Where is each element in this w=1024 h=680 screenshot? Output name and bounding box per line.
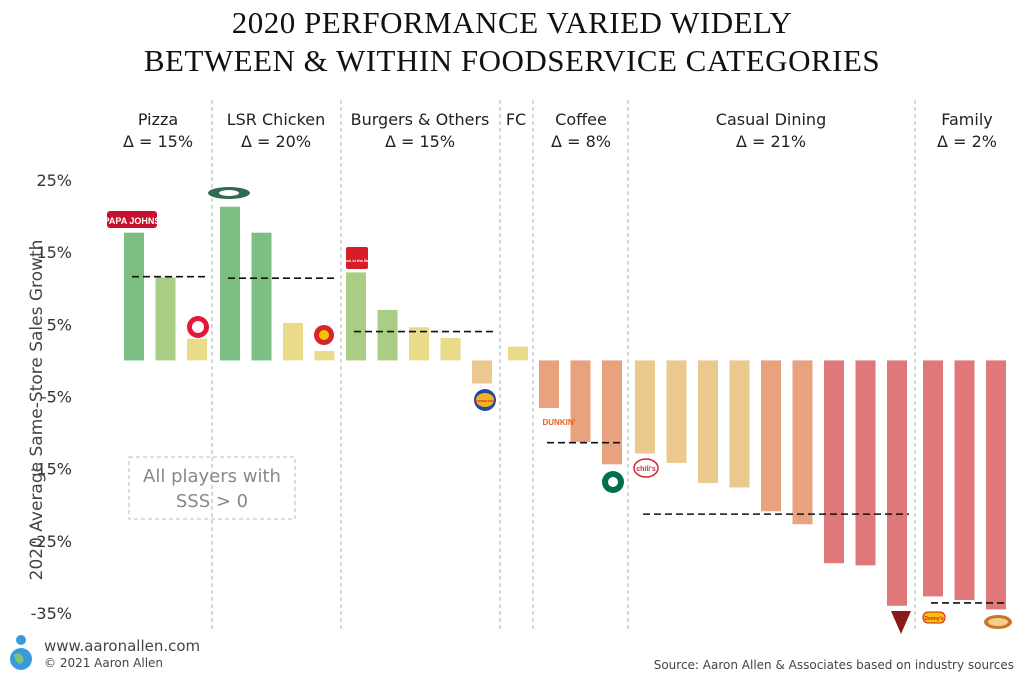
pizza-hut-logo [187, 316, 209, 338]
globe-icon [10, 635, 32, 670]
bar [508, 346, 528, 361]
bar [539, 360, 559, 409]
bars [124, 206, 1006, 610]
note-line-1: All players with [143, 466, 281, 487]
bjs-logo [891, 611, 911, 634]
category-delta: Δ = 20% [241, 132, 311, 151]
note-line-2: SSS > 0 [176, 491, 248, 512]
bar [887, 360, 907, 606]
category-name: Coffee [555, 110, 607, 129]
bar [570, 360, 591, 442]
jack-in-the-box-logo: Jack in the Box [342, 247, 372, 269]
dunkin-logo: DUNKIN' [542, 418, 575, 427]
bar [472, 360, 492, 384]
dennys-logo-text: Denny's [924, 616, 943, 622]
note-box: All players with SSS > 0 [128, 456, 296, 520]
category-delta: Δ = 15% [123, 132, 193, 151]
bar [602, 360, 622, 465]
church-chicken-logo [314, 325, 334, 345]
category-name: FC [506, 110, 526, 129]
bar [761, 360, 781, 512]
category-name: LSR Chicken [227, 110, 326, 129]
bar [124, 232, 144, 361]
category-name: Family [941, 110, 992, 129]
bar [954, 360, 975, 601]
bar [283, 322, 303, 361]
bar [986, 360, 1006, 610]
jack-logo-text: Jack in the Box [342, 258, 372, 263]
category-name: Casual Dining [716, 110, 826, 129]
chilis-logo-text: chili's [636, 466, 656, 473]
bar [698, 360, 718, 484]
bar [346, 272, 366, 361]
dunkin-logo-text: DUNKIN' [542, 418, 575, 427]
bar [377, 309, 398, 361]
dennys-logo: Denny's [922, 611, 946, 624]
starbucks-logo [602, 471, 624, 493]
category-headers: Pizza Δ = 15% LSR Chicken Δ = 20% Burgers & … [123, 110, 997, 151]
footer-copyright: © 2021 Aaron Allen [44, 656, 164, 670]
footer-url: www.aaronallen.com [44, 637, 201, 655]
bar [314, 351, 335, 361]
average-lines [132, 275, 1008, 604]
footer: www.aaronallen.com © 2021 Aaron Allen [44, 637, 200, 671]
y-tick-label: 5% [47, 315, 72, 334]
bar [729, 360, 750, 488]
wingstop-logo [208, 187, 250, 199]
burger-king-logo-text: BURGER KING [474, 399, 496, 403]
y-tick-label: -25% [31, 532, 72, 551]
title-line-2: BETWEEN & WITHIN FOODSERVICE CATEGORIES [143, 43, 881, 78]
category-dividers [211, 100, 916, 632]
y-axis-ticks: 25% 15% 5% -5% -15% -25% -35% [31, 171, 72, 623]
papa-johns-logo: PAPA JOHNS [104, 211, 161, 228]
category-name: Pizza [138, 110, 178, 129]
burger-king-logo: BURGER KING [474, 389, 496, 411]
y-tick-label: -35% [31, 604, 72, 623]
title-line-1: 2020 PERFORMANCE VARIED WIDELY [231, 5, 793, 40]
bar [409, 327, 429, 361]
y-tick-label: 25% [36, 171, 72, 190]
y-tick-label: 15% [36, 243, 72, 262]
chart-title: 2020 PERFORMANCE VARIED WIDELY BETWEEN &… [0, 4, 1024, 80]
chilis-logo: chili's [633, 458, 659, 478]
y-axis-label: 2020 Average Same-Store Sales Growth [27, 240, 47, 581]
category-delta: Δ = 2% [937, 132, 997, 151]
category-delta: Δ = 21% [736, 132, 806, 151]
papa-johns-logo-text: PAPA JOHNS [104, 216, 161, 226]
category-delta: Δ = 8% [551, 132, 611, 151]
bar [855, 360, 876, 566]
y-tick-label: -15% [31, 460, 72, 479]
bar [440, 338, 461, 361]
bar [220, 206, 240, 361]
bar [666, 360, 687, 463]
bar [635, 360, 655, 454]
y-tick-label: -5% [41, 388, 72, 407]
bar [923, 360, 943, 597]
cracker-barrel-logo [984, 615, 1012, 629]
source-note: Source: Aaron Allen & Associates based o… [653, 658, 1014, 672]
category-delta: Δ = 15% [385, 132, 455, 151]
bar [251, 232, 272, 361]
bar [824, 360, 844, 564]
category-name: Burgers & Others [351, 110, 490, 129]
bar [187, 338, 207, 361]
bar [155, 277, 176, 361]
bar [792, 360, 813, 525]
